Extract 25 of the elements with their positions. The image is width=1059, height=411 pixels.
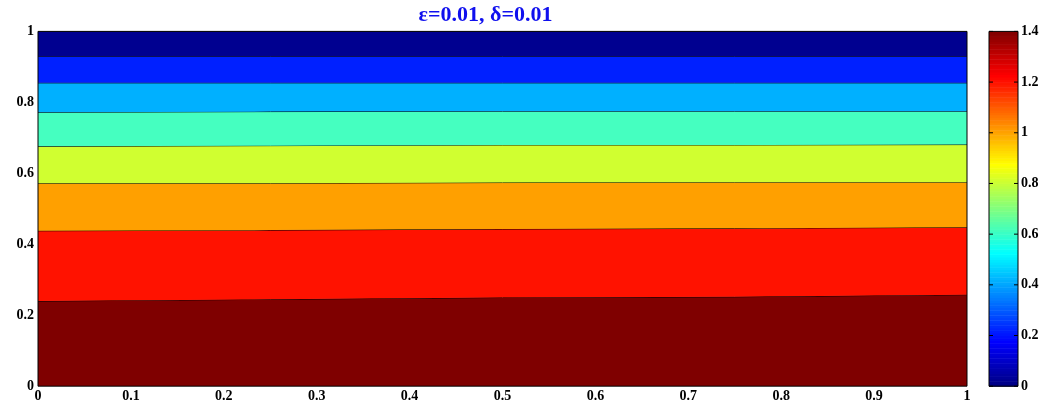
- color-bar-label: 0.4: [1021, 276, 1039, 292]
- x-tick-label: 0.6: [586, 388, 605, 404]
- y-tick-label: 0: [27, 377, 34, 393]
- x-tick-label: 0.3: [307, 388, 326, 404]
- chart-title: ε=0.01, δ=0.01: [418, 0, 553, 26]
- color-bar-label: 1.4: [1021, 23, 1039, 39]
- x-tick-label: 0.7: [679, 388, 698, 404]
- x-tick-label: 0.2: [215, 388, 233, 404]
- x-tick-label: 0.8: [772, 388, 790, 404]
- x-tick-label: 0.4: [400, 388, 419, 404]
- color-bar-label: 0.8: [1021, 175, 1039, 191]
- y-tick-label: 0.8: [16, 93, 34, 109]
- x-tick-label: 1: [963, 388, 971, 404]
- color-bar-label: 1: [1021, 124, 1028, 140]
- color-bar-label: 1.2: [1021, 73, 1039, 89]
- color-bar-label: 0.2: [1021, 327, 1039, 343]
- y-tick-label: 0.6: [16, 164, 34, 180]
- color-bar-label: 0: [1021, 377, 1028, 393]
- y-tick-label: 0.4: [16, 235, 34, 251]
- color-bar-label: 0.6: [1021, 225, 1039, 241]
- y-tick-label: 0.2: [16, 306, 34, 322]
- x-tick-label: 0.9: [865, 388, 883, 404]
- y-tick-label: 1: [27, 23, 34, 39]
- x-tick-label: 0.5: [493, 388, 512, 404]
- x-tick-label: 0.1: [122, 388, 140, 404]
